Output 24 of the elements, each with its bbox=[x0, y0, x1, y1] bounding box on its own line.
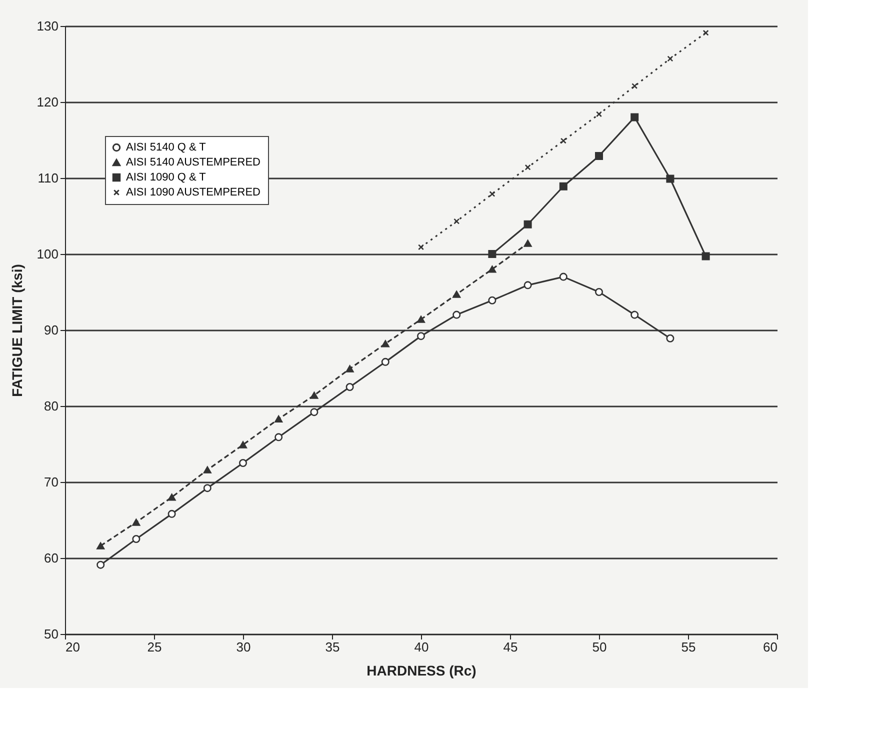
y-tick-label: 70 bbox=[44, 474, 58, 490]
legend-label: AISI 1090 Q & T bbox=[126, 172, 206, 184]
x-tick-label: 25 bbox=[147, 640, 162, 654]
y-tick-label: 120 bbox=[36, 94, 58, 110]
y-tick-label: 100 bbox=[36, 246, 58, 262]
x-tick-label: 40 bbox=[414, 640, 429, 654]
legend-label: AISI 1090 AUSTEMPERED bbox=[126, 186, 261, 198]
y-tick-label: 50 bbox=[44, 626, 58, 642]
legend-label: AISI 5140 AUSTEMPERED bbox=[126, 156, 261, 168]
legend-label: AISI 5140 Q & T bbox=[126, 142, 206, 154]
x-tick-label: 20 bbox=[66, 640, 80, 654]
y-axis-title: FATIGUE LIMIT (ksi) bbox=[8, 264, 25, 397]
y-tick-label: 90 bbox=[44, 322, 58, 338]
y-tick-label: 60 bbox=[44, 550, 58, 566]
x-tick-label: 30 bbox=[236, 640, 251, 654]
x-tick-label: 60 bbox=[763, 640, 778, 654]
x-tick-label: 45 bbox=[503, 640, 518, 654]
x-tick-label: 35 bbox=[325, 640, 340, 654]
x-tick-label: 50 bbox=[592, 640, 607, 654]
y-tick-label: 80 bbox=[44, 398, 58, 414]
x-tick-label: 55 bbox=[681, 640, 696, 654]
y-tick-label: 130 bbox=[36, 18, 58, 34]
y-tick-label: 110 bbox=[38, 170, 58, 186]
x-axis-title: HARDNESS (Rc) bbox=[366, 662, 476, 678]
